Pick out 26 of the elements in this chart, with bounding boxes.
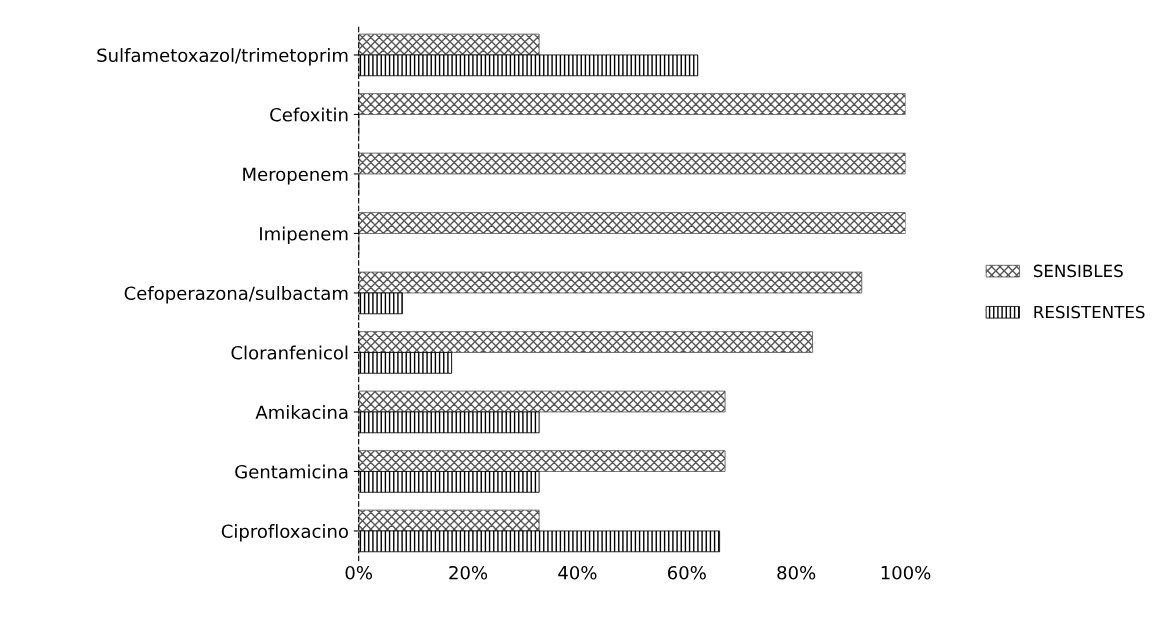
- y-tick-label: Ciprofloxacino: [221, 524, 348, 542]
- x-tick-label: 20%: [449, 565, 488, 580]
- bar: [358, 450, 726, 472]
- y-tick-label: Cloranfenicol: [231, 345, 348, 360]
- bar: [358, 390, 726, 413]
- x-tick-label: 0%: [345, 565, 373, 580]
- bar: [358, 271, 863, 294]
- y-tick-label: Amikacina: [255, 405, 348, 420]
- legend-label: RESISTENTES: [1034, 305, 1145, 319]
- y-tick-label: Imipenem: [260, 226, 348, 245]
- y-tick-label: Cefoxitin: [270, 107, 348, 122]
- x-tick-label: 60%: [667, 565, 706, 580]
- y-tick-label: Meropenem: [243, 167, 348, 185]
- x-tick-label: 100%: [881, 565, 931, 580]
- x-tick-label: 80%: [777, 565, 816, 580]
- bar: [358, 509, 540, 532]
- y-tick-label: Sulfametoxazol/trimetoprim: [97, 48, 348, 66]
- y-tick-label: Gentamicina: [235, 464, 348, 479]
- x-tick-label: 40%: [558, 565, 597, 580]
- bar: [358, 33, 540, 56]
- bar: [358, 93, 906, 115]
- legend-label: SENSIBLES: [1033, 264, 1123, 278]
- bar: [358, 331, 813, 353]
- bar: [358, 212, 906, 234]
- y-tick-label: Cefoperazona/sulbactam: [124, 286, 348, 304]
- bar: [358, 152, 906, 175]
